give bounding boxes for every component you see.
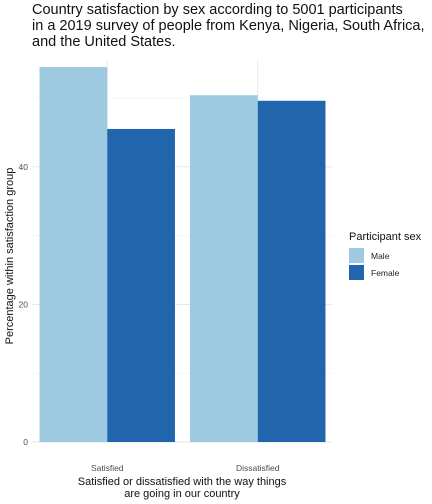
legend-label-male: Male — [371, 251, 390, 261]
x-axis-title-line-1: Satisfied or dissatisfied with the way t… — [78, 476, 287, 488]
title-line-2: in a 2019 survey of people from Kenya, N… — [32, 18, 425, 34]
x-tick-label: Satisfied — [91, 463, 124, 473]
bars — [39, 67, 326, 443]
x-axis-title-line-2: are going in our country — [124, 488, 240, 500]
bar-satisfied-male — [39, 67, 108, 442]
x-tick-label: Dissatisfied — [236, 463, 280, 473]
bar-satisfied-female — [107, 128, 175, 442]
legend-swatch-female — [349, 265, 364, 280]
legend-title: Participant sex — [349, 231, 422, 243]
title-line-1: Country satisfaction by sex according to… — [32, 2, 403, 18]
bar-dissatisfied-male — [190, 95, 258, 443]
legend-items: Male Female — [349, 248, 400, 280]
title-line-3: and the United States. — [32, 34, 176, 50]
y-axis-ticks: 0 20 40 — [19, 162, 29, 447]
chart-title: Country satisfaction by sex according to… — [32, 2, 427, 50]
x-axis-ticks: Satisfied Dissatisfied — [91, 463, 280, 473]
y-tick-label: 40 — [19, 162, 29, 172]
y-tick-label: 20 — [19, 299, 29, 309]
y-axis-title: Percentage within satisfaction group — [4, 168, 16, 345]
y-tick-label: 0 — [23, 437, 28, 447]
legend-swatch-male — [349, 248, 364, 263]
legend-label-female: Female — [371, 268, 400, 278]
bar-dissatisfied-female — [257, 100, 326, 442]
legend: Participant sex Male Female — [349, 231, 422, 280]
